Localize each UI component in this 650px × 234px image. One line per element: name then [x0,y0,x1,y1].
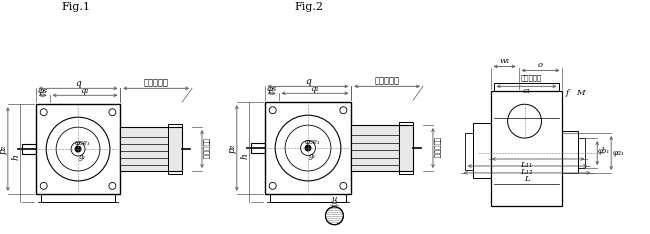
Text: c₁: c₁ [523,87,530,95]
Text: L₁₂: L₁₂ [521,168,533,176]
Bar [22,144,36,154]
Text: Fig.1: Fig.1 [61,2,90,12]
Text: φce₁: φce₁ [74,139,90,147]
Text: 按电机尺寸: 按电机尺寸 [434,137,440,159]
Bar [41,194,116,202]
Text: w₁: w₁ [499,57,510,66]
Bar [399,122,413,174]
Text: h: h [240,153,250,159]
Text: q₁: q₁ [81,87,90,95]
Bar [270,194,346,202]
Text: φs: φs [266,85,277,93]
Text: 按电机尺寸: 按电机尺寸 [203,139,209,160]
Text: L₁₁: L₁₁ [521,161,533,169]
Text: 按电机尺寸: 按电机尺寸 [374,77,400,86]
Text: Fig.2: Fig.2 [294,2,323,12]
Circle shape [75,146,81,152]
Text: M: M [576,89,584,97]
Text: q: q [75,79,81,88]
Text: φa₁: φa₁ [612,149,624,157]
Text: h: h [11,154,20,160]
Bar [578,138,585,168]
Bar [251,143,265,153]
Bar [562,131,578,173]
Text: p₂: p₂ [227,143,237,153]
Bar [494,83,560,91]
Bar [473,123,491,178]
Bar [120,127,182,171]
Text: f: f [566,89,569,97]
Text: 按电机尺寸: 按电机尺寸 [144,79,169,88]
Text: φs: φs [38,87,47,95]
Circle shape [305,145,311,151]
Text: u: u [332,195,337,203]
Text: L: L [524,175,529,183]
Text: 按电机尺寸: 按电机尺寸 [521,74,542,81]
Text: g₁: g₁ [308,152,316,160]
Text: q: q [305,77,311,86]
Text: φce₁: φce₁ [304,138,320,146]
Bar [36,104,120,194]
Bar [352,125,413,171]
Text: q₁: q₁ [311,85,319,93]
Text: φb₁: φb₁ [598,147,610,155]
Bar [491,91,562,206]
Bar [168,124,182,174]
Bar [265,102,352,194]
Bar [465,133,473,170]
Text: o: o [538,61,543,69]
Text: g₁: g₁ [79,153,86,161]
Text: p₂: p₂ [0,144,7,154]
